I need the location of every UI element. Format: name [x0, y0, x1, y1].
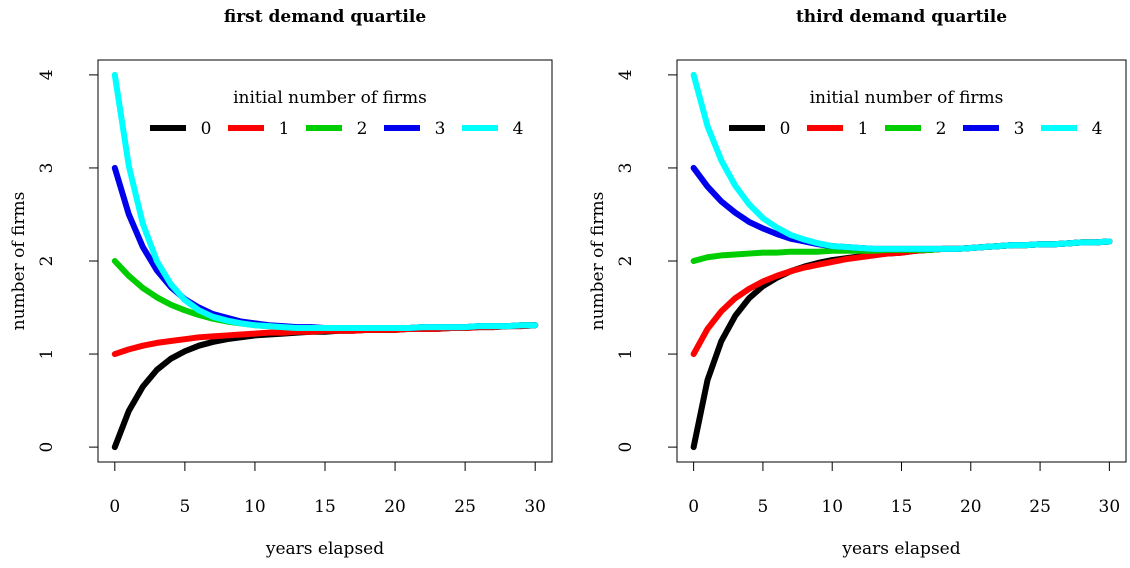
legend-title: initial number of firms [810, 88, 1004, 108]
x-axis-label: years elapsed [265, 539, 384, 559]
legend: initial number of firms 0 1 2 3 4 [150, 88, 523, 139]
series-line-3 [111, 164, 539, 331]
legend-title: initial number of firms [233, 88, 427, 108]
x-tick-label: 25 [1029, 497, 1051, 517]
y-tick-label: 1 [37, 349, 57, 360]
legend-label: 2 [357, 119, 368, 139]
x-tick-label: 25 [454, 497, 476, 517]
x-tick-label: 30 [524, 497, 546, 517]
legend-label: 1 [279, 119, 290, 139]
legend-label: 0 [780, 119, 791, 139]
legend-label: 1 [858, 119, 869, 139]
y-tick-label: 2 [37, 256, 57, 267]
y-tick-label: 4 [616, 69, 636, 80]
series-line-4 [690, 71, 1113, 252]
y-axis-label: number of firms [588, 192, 608, 331]
x-tick-label: 15 [314, 497, 336, 517]
chart-title: third demand quartile [796, 7, 1007, 27]
x-tick-label: 20 [384, 497, 406, 517]
legend-label: 3 [1014, 119, 1025, 139]
legend-label: 0 [201, 119, 212, 139]
x-axis-label: years elapsed [841, 539, 960, 559]
legend-label: 4 [513, 119, 524, 139]
series-line-0 [690, 238, 1113, 451]
plot-frame [97, 59, 553, 463]
legend-label: 3 [435, 119, 446, 139]
y-tick-label: 1 [616, 349, 636, 360]
x-tick-label: 5 [179, 497, 190, 517]
plot-frame [676, 59, 1127, 463]
x-tick-label: 20 [960, 497, 982, 517]
legend-label: 4 [1092, 119, 1103, 139]
y-tick-label: 0 [616, 442, 636, 453]
y-tick-label: 3 [616, 163, 636, 174]
x-tick-label: 0 [688, 497, 699, 517]
y-axis-label: number of firms [9, 192, 29, 331]
y-tick-label: 0 [37, 442, 57, 453]
series-group [111, 71, 539, 451]
x-tick-label: 10 [244, 497, 266, 517]
y-tick-label: 4 [37, 69, 57, 80]
series-line-4 [111, 71, 539, 331]
series-group [690, 71, 1113, 451]
x-tick-label: 30 [1099, 497, 1121, 517]
y-tick-label: 3 [37, 163, 57, 174]
x-tick-label: 10 [821, 497, 843, 517]
chart-title: first demand quartile [224, 7, 427, 27]
legend-label: 2 [936, 119, 947, 139]
y-tick-label: 2 [616, 256, 636, 267]
x-tick-label: 0 [109, 497, 120, 517]
x-tick-label: 5 [758, 497, 769, 517]
series-line-1 [690, 238, 1113, 358]
series-line-0 [111, 322, 539, 451]
legend: initial number of firms 0 1 2 3 4 [729, 88, 1102, 139]
x-tick-label: 15 [891, 497, 913, 517]
